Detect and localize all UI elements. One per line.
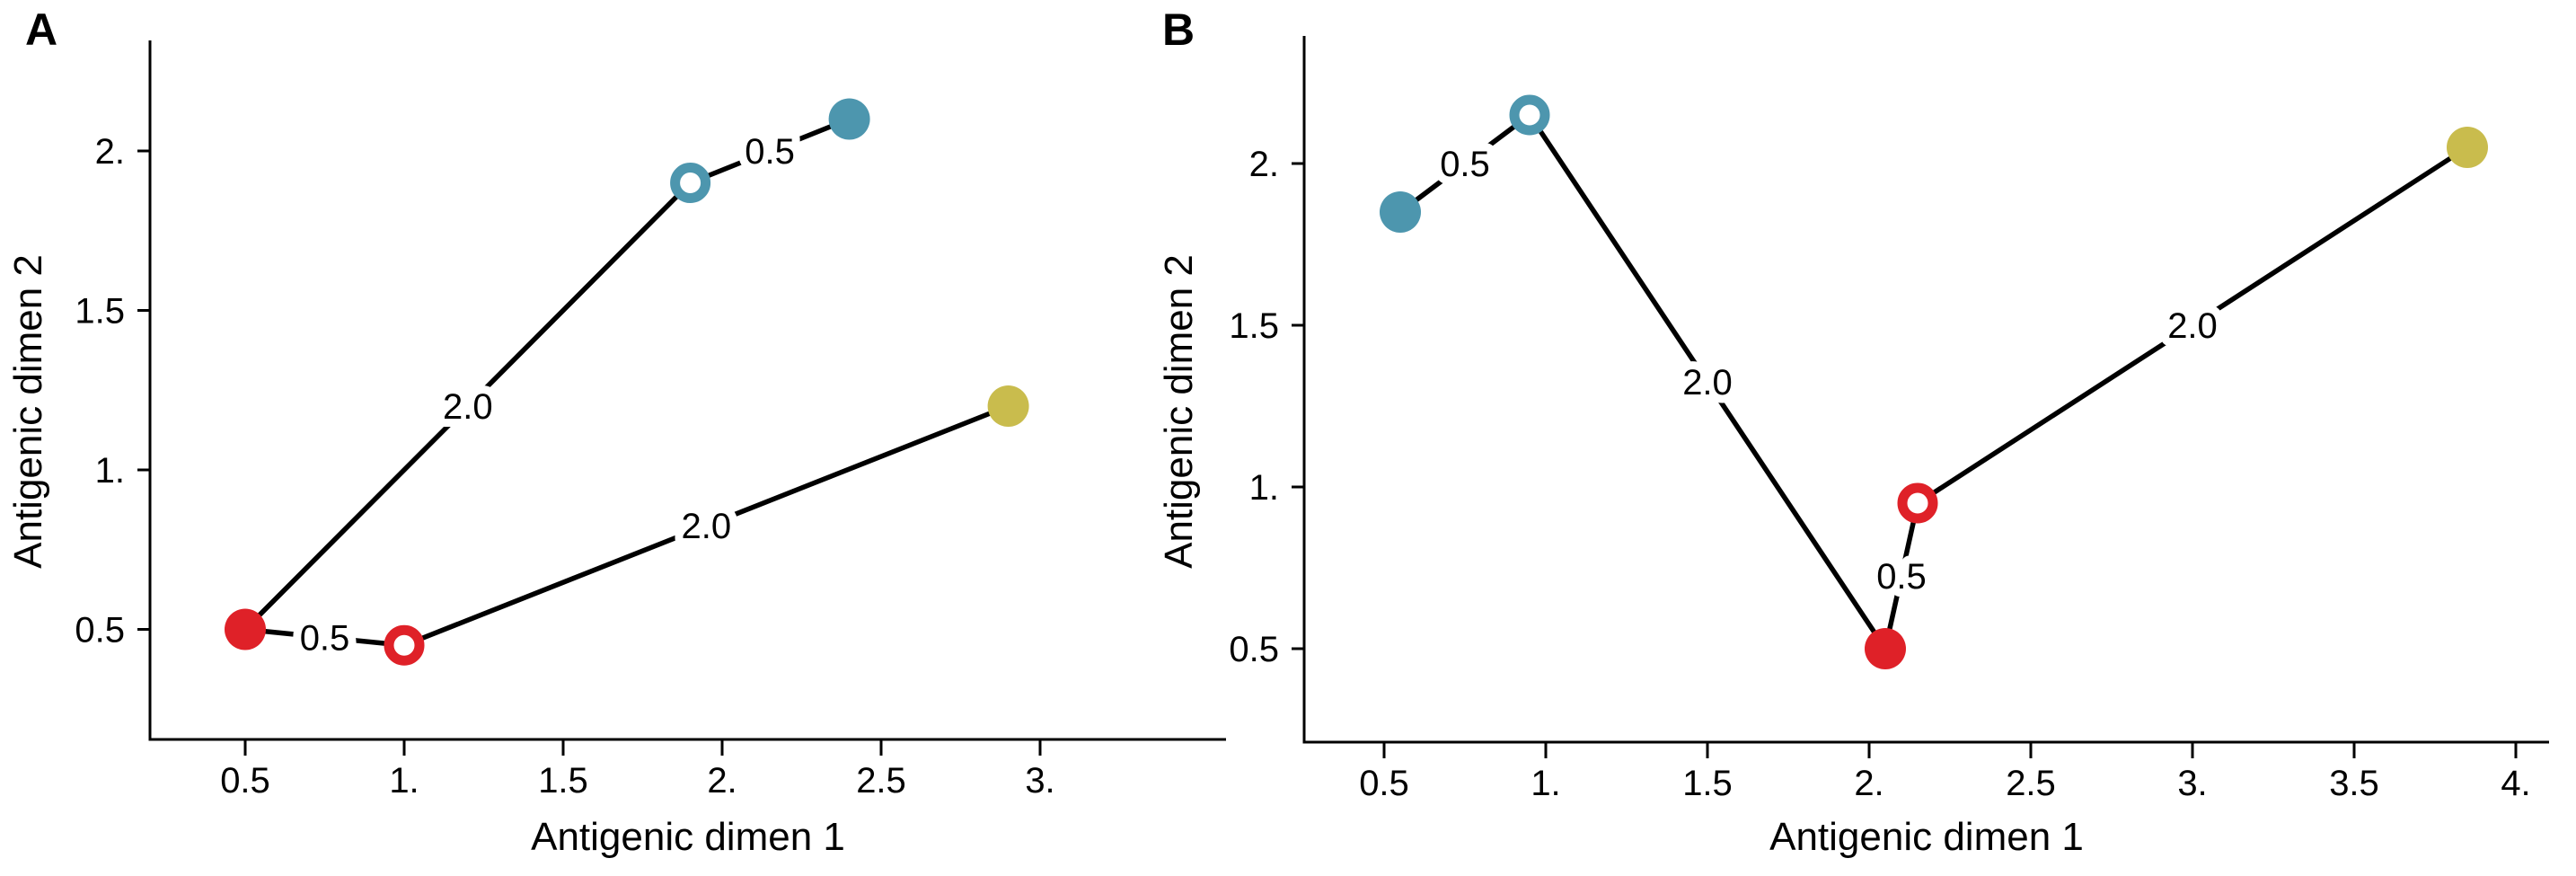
panel-B-y-axis-label: Antigenic dimen 2 [1157, 254, 1201, 569]
panel-A-edge-red-filled-blue-open [243, 181, 693, 632]
panel-A-edge-red-filled-red-open [244, 626, 405, 648]
panel-A-point-yellow-filled [987, 385, 1029, 427]
panel-A-edge-red-open-yellow-filled [402, 403, 1010, 648]
panel-B-x-axis-label: Antigenic dimen 1 [1769, 815, 2084, 859]
panel-A-x-tick-label: 1.5 [538, 761, 588, 801]
panel-A-point-blue-filled [828, 98, 870, 140]
panel-B-edge-red-open-yellow-filled [1916, 145, 2469, 506]
panel-B-edge-red-filled-red-open [1883, 502, 1920, 650]
panel-B-y-tick-label: 1. [1249, 468, 1279, 508]
panel-B-x-tick-label: 2. [1854, 764, 1883, 803]
panel-A-y-tick-label: 1. [95, 451, 125, 491]
panel-A-y-tick-label: 1.5 [75, 292, 125, 332]
panel-A-axes [148, 40, 1226, 741]
panel-A-x-tick-label: 2.5 [856, 761, 906, 801]
panel-A-x-tick-label: 1. [389, 761, 419, 801]
panel-B: 0.5 1. 1.5 2. 2.5 3. 3.5 4. 0.5 1. 1.5 2. Antigenic … [1157, 4, 2549, 859]
panel-B-point-blue-open [1509, 94, 1550, 136]
panel-A-x-tick-label: 0.5 [220, 761, 270, 801]
panel-B-y-tick-label: 0.5 [1229, 630, 1279, 669]
panel-B-y-tick-label: 2. [1249, 145, 1279, 184]
panel-A-edge-label: 2.0 [681, 507, 731, 546]
panel-A-x-axis-label: Antigenic dimen 1 [531, 815, 845, 859]
panel-A-edge-label: 0.5 [300, 618, 350, 658]
panel-B-point-blue-filled [1380, 191, 1421, 233]
panel-B-axes [1302, 36, 2549, 744]
panel-A-y-tick-label: 0.5 [75, 611, 125, 650]
panel-B-x-tick-label: 3.5 [2329, 764, 2379, 803]
panel-A-x-tick-label: 2. [707, 761, 737, 801]
panel-B-x-tick-label: 1. [1531, 764, 1560, 803]
panel-B-y-tick-label: 1.5 [1229, 306, 1279, 346]
panel-B-edge-label: 2.0 [2167, 306, 2218, 346]
panel-B-x-tick-label: 3. [2177, 764, 2207, 803]
panel-A-edge-blue-open-blue-filled [689, 116, 851, 186]
panel-A-edge-label: 2.0 [443, 387, 493, 427]
panel-A-point-red-filled [225, 608, 266, 650]
panel-A-point-red-open [384, 624, 425, 666]
panel-B-x-tick-label: 1.5 [1682, 764, 1733, 803]
panel-B-edge-label: 2.0 [1682, 363, 1733, 403]
panel-A-letter: A [25, 4, 57, 55]
panel-B-letter: B [1162, 4, 1195, 55]
panel-A-y-axis-label: Antigenic dimen 2 [6, 254, 50, 569]
panel-A-edge-label: 0.5 [745, 132, 795, 172]
panel-B-x-tick-label: 4. [2501, 764, 2530, 803]
panel-B-edge-blue-filled-blue-open [1398, 112, 1531, 215]
panel-B-edge-label: 0.5 [1876, 557, 1927, 597]
panel-B-point-red-open [1897, 482, 1938, 524]
panel-A-point-blue-open [670, 163, 711, 203]
panel-A: 0.5 1. 1.5 2. 2.5 3. 0.5 1. 1.5 2. Antigenic dimen… [6, 4, 1226, 859]
panel-B-x-tick-label: 0.5 [1359, 764, 1409, 803]
panel-A-y-tick-label: 2. [95, 132, 125, 172]
panel-B-point-yellow-filled [2447, 127, 2488, 168]
panel-B-x-tick-label: 2.5 [2006, 764, 2056, 803]
panel-B-edge-blue-open-red-filled [1527, 113, 1888, 650]
panel-B-point-red-filled [1865, 628, 1906, 669]
panel-B-edge-label: 0.5 [1440, 145, 1490, 184]
panel-A-x-tick-label: 3. [1025, 761, 1054, 801]
